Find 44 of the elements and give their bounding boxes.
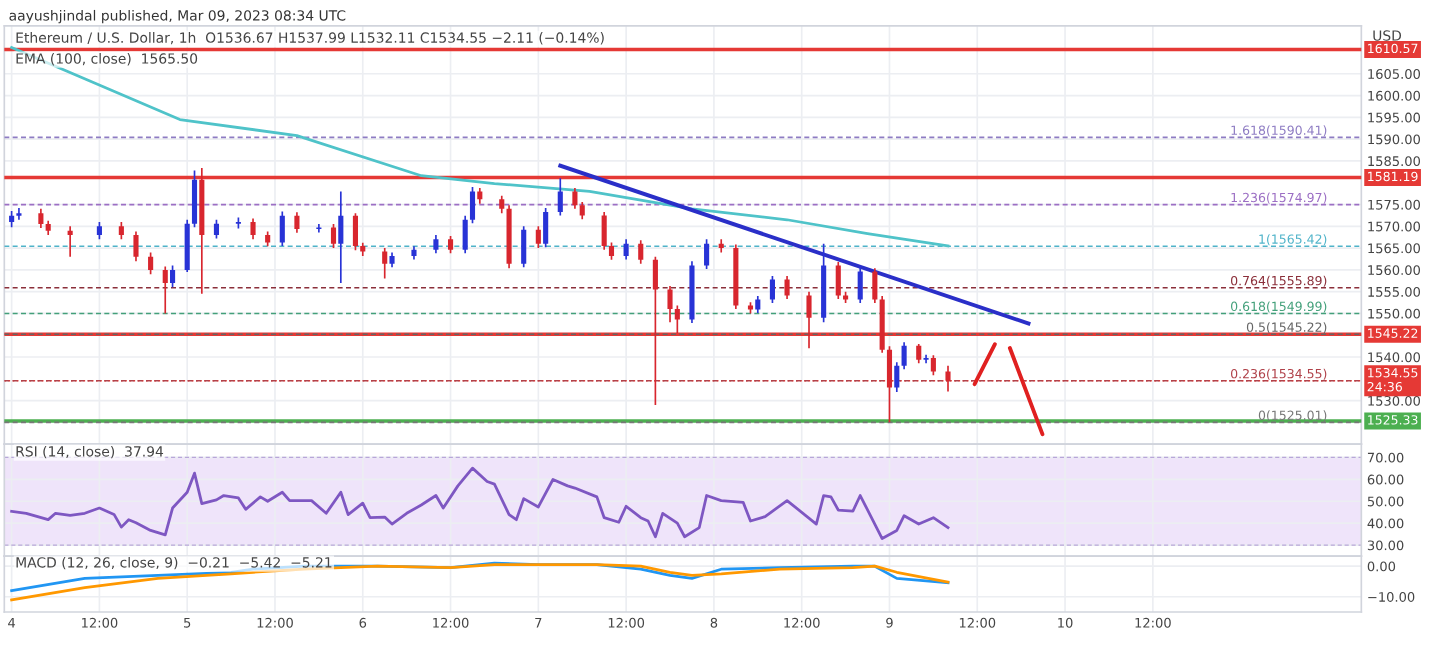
candlestick: [38, 208, 44, 229]
candlestick: [382, 247, 388, 280]
candlestick: [784, 275, 790, 300]
candlestick: [930, 354, 936, 377]
candlestick: [557, 177, 563, 217]
candlestick: [462, 214, 468, 255]
candlestick: [170, 264, 176, 289]
candlestick: [572, 187, 578, 210]
candlestick: [352, 212, 359, 252]
candlestick: [638, 239, 644, 265]
candlestick: [916, 343, 922, 364]
candlestick: [623, 238, 629, 261]
candlestick: [835, 261, 841, 300]
candlestick: [330, 223, 337, 249]
candlestick: [213, 218, 220, 240]
candlestick: [184, 218, 190, 273]
candlestick: [652, 255, 658, 406]
candlestick: [806, 290, 812, 350]
candlestick: [769, 275, 775, 304]
candlestick: [521, 225, 527, 269]
candlestick: [148, 251, 154, 276]
candlestick: [433, 234, 439, 255]
candlestick: [250, 217, 256, 241]
candlestick: [16, 207, 22, 221]
candlestick: [601, 211, 607, 251]
line-series: [10, 466, 950, 540]
candlestick: [67, 225, 73, 258]
candlestick: [704, 238, 710, 270]
candlestick: [191, 169, 198, 229]
candlestick: [901, 341, 907, 371]
candlestick: [133, 230, 139, 262]
candlestick: [872, 267, 878, 304]
candlestick: [945, 364, 951, 393]
candlestick: [543, 207, 549, 249]
candlestick: [894, 361, 900, 393]
candlestick: [886, 345, 893, 424]
line-series: [10, 46, 950, 248]
candlestick: [857, 265, 863, 304]
candlestick: [279, 210, 285, 247]
candlestick: [294, 211, 300, 234]
candlestick: [535, 225, 541, 249]
candlestick: [469, 186, 476, 225]
candlestick: [338, 190, 344, 284]
candlestick: [162, 265, 168, 315]
